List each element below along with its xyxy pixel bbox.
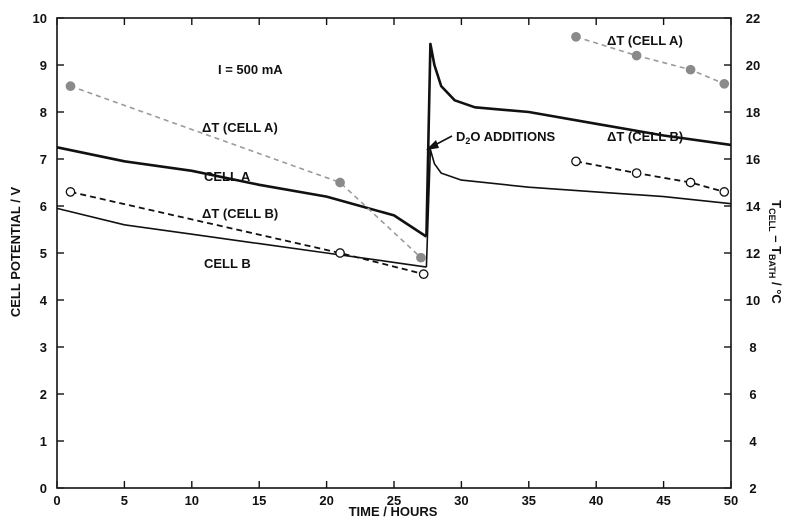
d2o-additions-label: D2O ADDITIONS [456, 129, 555, 146]
data-point-t-cell-a [416, 252, 426, 263]
ticks: 0 5 10 15 20 25 30 35 40 45 5001234567891024681012… [33, 11, 761, 508]
dt-cell-b-right-label: ΔT (CELL B) [607, 129, 683, 144]
markers-layer [65, 31, 730, 279]
y-left-tick-label: 4 [40, 293, 48, 308]
y-left-tick-label: 1 [40, 434, 47, 449]
dt-cell-b-left-label: ΔT (CELL B) [202, 206, 278, 221]
x-tick-label: 20 [319, 493, 333, 508]
data-point-t-cell-a [685, 64, 696, 75]
x-tick-label: 30 [454, 493, 468, 508]
y-right-tick-label: 10 [746, 293, 760, 308]
data-point-t-cell-b [631, 168, 642, 178]
series-line-cell-a [425, 42, 732, 237]
y-right-tick-label: 8 [749, 340, 756, 355]
y-left-tick-label: 8 [40, 105, 47, 120]
data-point-t-cell-b [685, 177, 696, 188]
data-point-t-cell-a [719, 78, 730, 89]
y-right-tick-label: 16 [746, 152, 760, 167]
y-left-tick-label: 5 [40, 246, 47, 261]
y-right-tick-label: 6 [749, 387, 756, 402]
y-right-tick-label: 12 [746, 246, 760, 261]
y-right-tick-label: 14 [746, 199, 761, 214]
data-point-t-cell-b [719, 187, 730, 197]
data-point-t-cell-a [65, 81, 76, 92]
x-axis-title: TIME / HOURS [349, 504, 438, 519]
x-tick-label: 5 [121, 493, 128, 508]
y-right-tick-label: 2 [749, 481, 756, 496]
x-tick-label: 15 [252, 493, 266, 508]
dt-cell-a-right-label: ΔT (CELL A) [607, 33, 683, 48]
x-tick-label: 25 [387, 493, 401, 508]
x-tick-label: 45 [656, 493, 670, 508]
series-line-t-cell-b [70, 191, 424, 275]
y-left-tick-label: 10 [33, 11, 47, 26]
y-right-tick-label: 18 [746, 105, 760, 120]
data-point-t-cell-a [335, 177, 345, 188]
y-right-tick-label: 22 [746, 11, 760, 26]
y-right-tick-label: 4 [749, 434, 757, 449]
series-line-cell-b [56, 207, 427, 268]
cell-b-label: CELL B [204, 256, 251, 271]
y-left-tick-label: 6 [40, 199, 47, 214]
x-tick-label: 10 [185, 493, 199, 508]
y-left-tick-label: 7 [40, 152, 47, 167]
series-layer [56, 36, 732, 275]
data-point-t-cell-b [571, 156, 581, 167]
current-annotation: I = 500 mA [218, 62, 283, 77]
series-line-cell-b [425, 148, 732, 268]
cell-a-label: CELL A [204, 169, 251, 184]
plot-frame [56, 17, 732, 489]
x-tick-label: 50 [724, 493, 738, 508]
data-point-t-cell-b [418, 269, 429, 279]
dt-cell-a-left-label: ΔT (CELL A) [202, 120, 278, 135]
x-tick-label: 35 [522, 493, 536, 508]
y-left-axis-title: CELL POTENTIAL / V [8, 187, 23, 318]
axes [56, 17, 732, 489]
data-point-t-cell-a [571, 31, 581, 42]
y-right-axis-title: TCELL – TBATH / °C [767, 200, 784, 304]
series-line-t-cell-a [575, 36, 725, 85]
d2o-arrow [426, 135, 453, 150]
y-left-tick-label: 2 [40, 387, 47, 402]
y-left-tick-label: 9 [40, 58, 47, 73]
series-line-t-cell-b [575, 160, 725, 193]
data-point-t-cell-b [335, 248, 345, 258]
data-point-t-cell-a [631, 50, 642, 61]
x-tick-label: 40 [589, 493, 603, 508]
series-line-cell-a [56, 146, 428, 238]
x-tick-label: 0 [53, 493, 60, 508]
data-point-t-cell-b [65, 187, 76, 197]
y-left-tick-label: 3 [40, 340, 47, 355]
y-left-tick-label: 0 [40, 481, 47, 496]
y-right-tick-label: 20 [746, 58, 760, 73]
